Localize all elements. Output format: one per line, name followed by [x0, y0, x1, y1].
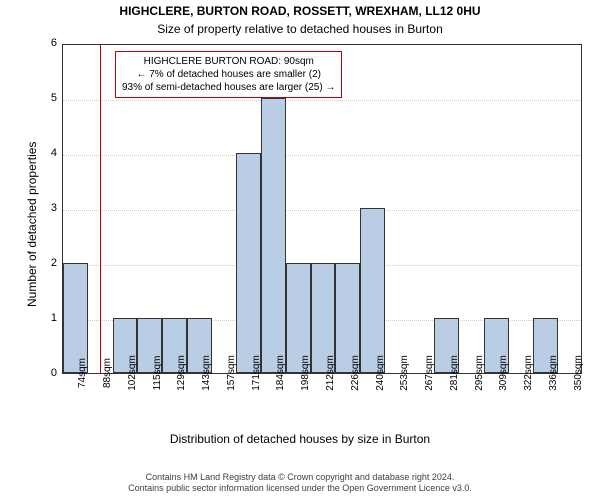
x-tick-label: 309sqm: [496, 355, 509, 391]
chart-title: HIGHCLERE, BURTON ROAD, ROSSETT, WREXHAM…: [0, 4, 600, 18]
chart-container: HIGHCLERE, BURTON ROAD, ROSSETT, WREXHAM…: [0, 0, 600, 500]
annotation-line: ← 7% of detached houses are smaller (2): [122, 68, 335, 81]
reference-line: [100, 45, 101, 373]
x-tick-label: 198sqm: [298, 355, 311, 391]
gridline: [63, 100, 581, 101]
x-tick-label: 350sqm: [571, 355, 584, 391]
x-tick-label: 281sqm: [447, 355, 460, 391]
x-tick-label: 171sqm: [249, 355, 262, 391]
y-tick-label: 1: [51, 312, 63, 324]
y-tick-label: 2: [51, 257, 63, 269]
plot-area: 012345674sqm88sqm102sqm115sqm129sqm143sq…: [62, 44, 582, 374]
histogram-bar: [360, 208, 385, 373]
x-tick-label: 143sqm: [199, 355, 212, 391]
x-tick-label: 226sqm: [348, 355, 361, 391]
y-axis-label: Number of detached properties: [25, 107, 39, 307]
x-tick-label: 129sqm: [174, 355, 187, 391]
chart-subtitle: Size of property relative to detached ho…: [0, 22, 600, 36]
x-tick-label: 267sqm: [422, 355, 435, 391]
gridline: [63, 210, 581, 211]
histogram-bar: [63, 263, 88, 373]
x-tick-label: 253sqm: [397, 355, 410, 391]
y-tick-label: 5: [51, 92, 63, 104]
y-tick-label: 4: [51, 147, 63, 159]
x-tick-label: 102sqm: [125, 355, 138, 391]
x-tick-label: 184sqm: [273, 355, 286, 391]
x-tick-label: 115sqm: [150, 356, 163, 391]
x-axis-label: Distribution of detached houses by size …: [0, 432, 600, 446]
x-tick-label: 322sqm: [521, 355, 534, 391]
footer-line: Contains public sector information licen…: [0, 483, 600, 494]
footer-line: Contains HM Land Registry data © Crown c…: [0, 472, 600, 483]
y-tick-label: 0: [51, 367, 63, 379]
x-tick-label: 295sqm: [472, 355, 485, 391]
x-tick-label: 157sqm: [224, 355, 237, 391]
annotation-line: 93% of semi-detached houses are larger (…: [122, 81, 335, 94]
histogram-bar: [236, 153, 261, 373]
x-tick-label: 88sqm: [100, 358, 113, 388]
annotation-box: HIGHCLERE BURTON ROAD: 90sqm← 7% of deta…: [115, 51, 342, 98]
x-tick-label: 74sqm: [75, 358, 88, 388]
annotation-line: HIGHCLERE BURTON ROAD: 90sqm: [122, 55, 335, 68]
x-tick-label: 212sqm: [323, 355, 336, 391]
histogram-bar: [261, 98, 286, 373]
footer-attribution: Contains HM Land Registry data © Crown c…: [0, 472, 600, 495]
gridline: [63, 155, 581, 156]
y-tick-label: 3: [51, 202, 63, 214]
y-tick-label: 6: [51, 37, 63, 49]
x-tick-label: 240sqm: [373, 355, 386, 391]
x-tick-label: 336sqm: [546, 355, 559, 391]
